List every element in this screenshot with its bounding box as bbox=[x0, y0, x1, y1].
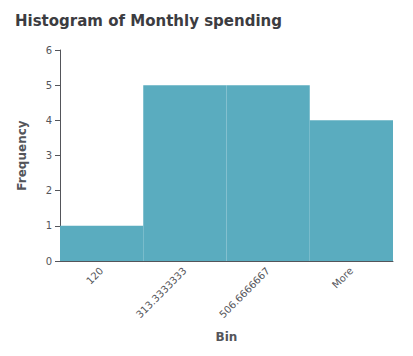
svg-text:More: More bbox=[330, 265, 355, 290]
svg-text:506.6666667: 506.6666667 bbox=[217, 265, 272, 320]
svg-text:1: 1 bbox=[46, 220, 52, 231]
svg-text:6: 6 bbox=[46, 45, 52, 56]
svg-text:Bin: Bin bbox=[216, 330, 238, 344]
svg-text:Frequency: Frequency bbox=[15, 120, 29, 190]
svg-text:3: 3 bbox=[46, 150, 52, 161]
svg-text:0: 0 bbox=[46, 256, 52, 267]
svg-text:5: 5 bbox=[46, 80, 52, 91]
svg-text:4: 4 bbox=[46, 115, 52, 126]
svg-text:313.3333333: 313.3333333 bbox=[134, 265, 189, 320]
svg-text:Histogram of Monthly spending: Histogram of Monthly spending bbox=[15, 12, 282, 30]
svg-text:2: 2 bbox=[46, 185, 52, 196]
svg-text:120: 120 bbox=[84, 265, 105, 286]
